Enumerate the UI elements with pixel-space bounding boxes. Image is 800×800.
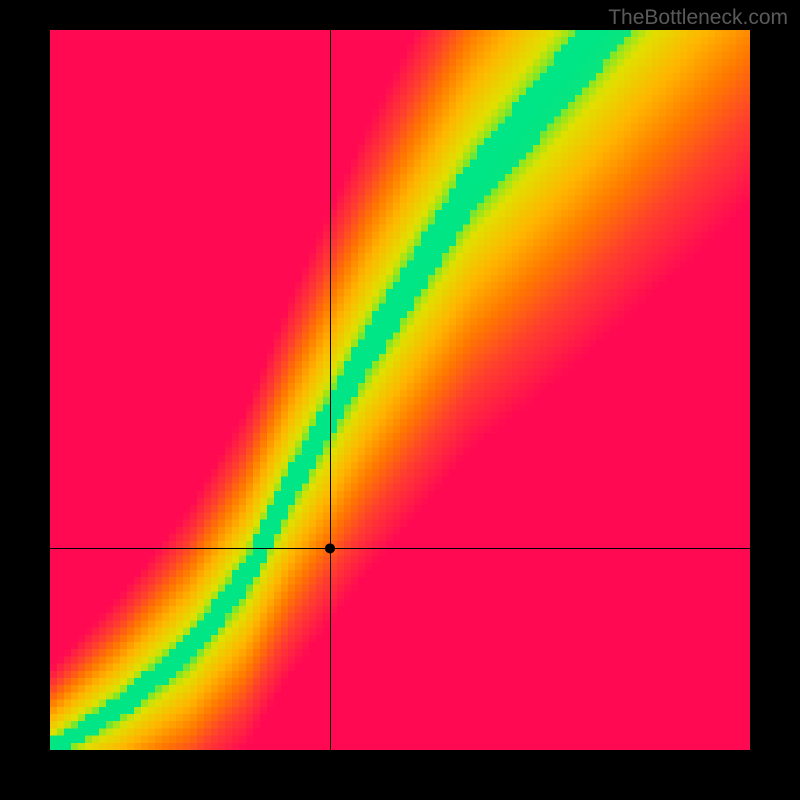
watermark-text: TheBottleneck.com [608,6,788,30]
plot-area [50,30,750,750]
chart-container: TheBottleneck.com [0,0,800,800]
overlay-canvas [50,30,750,750]
